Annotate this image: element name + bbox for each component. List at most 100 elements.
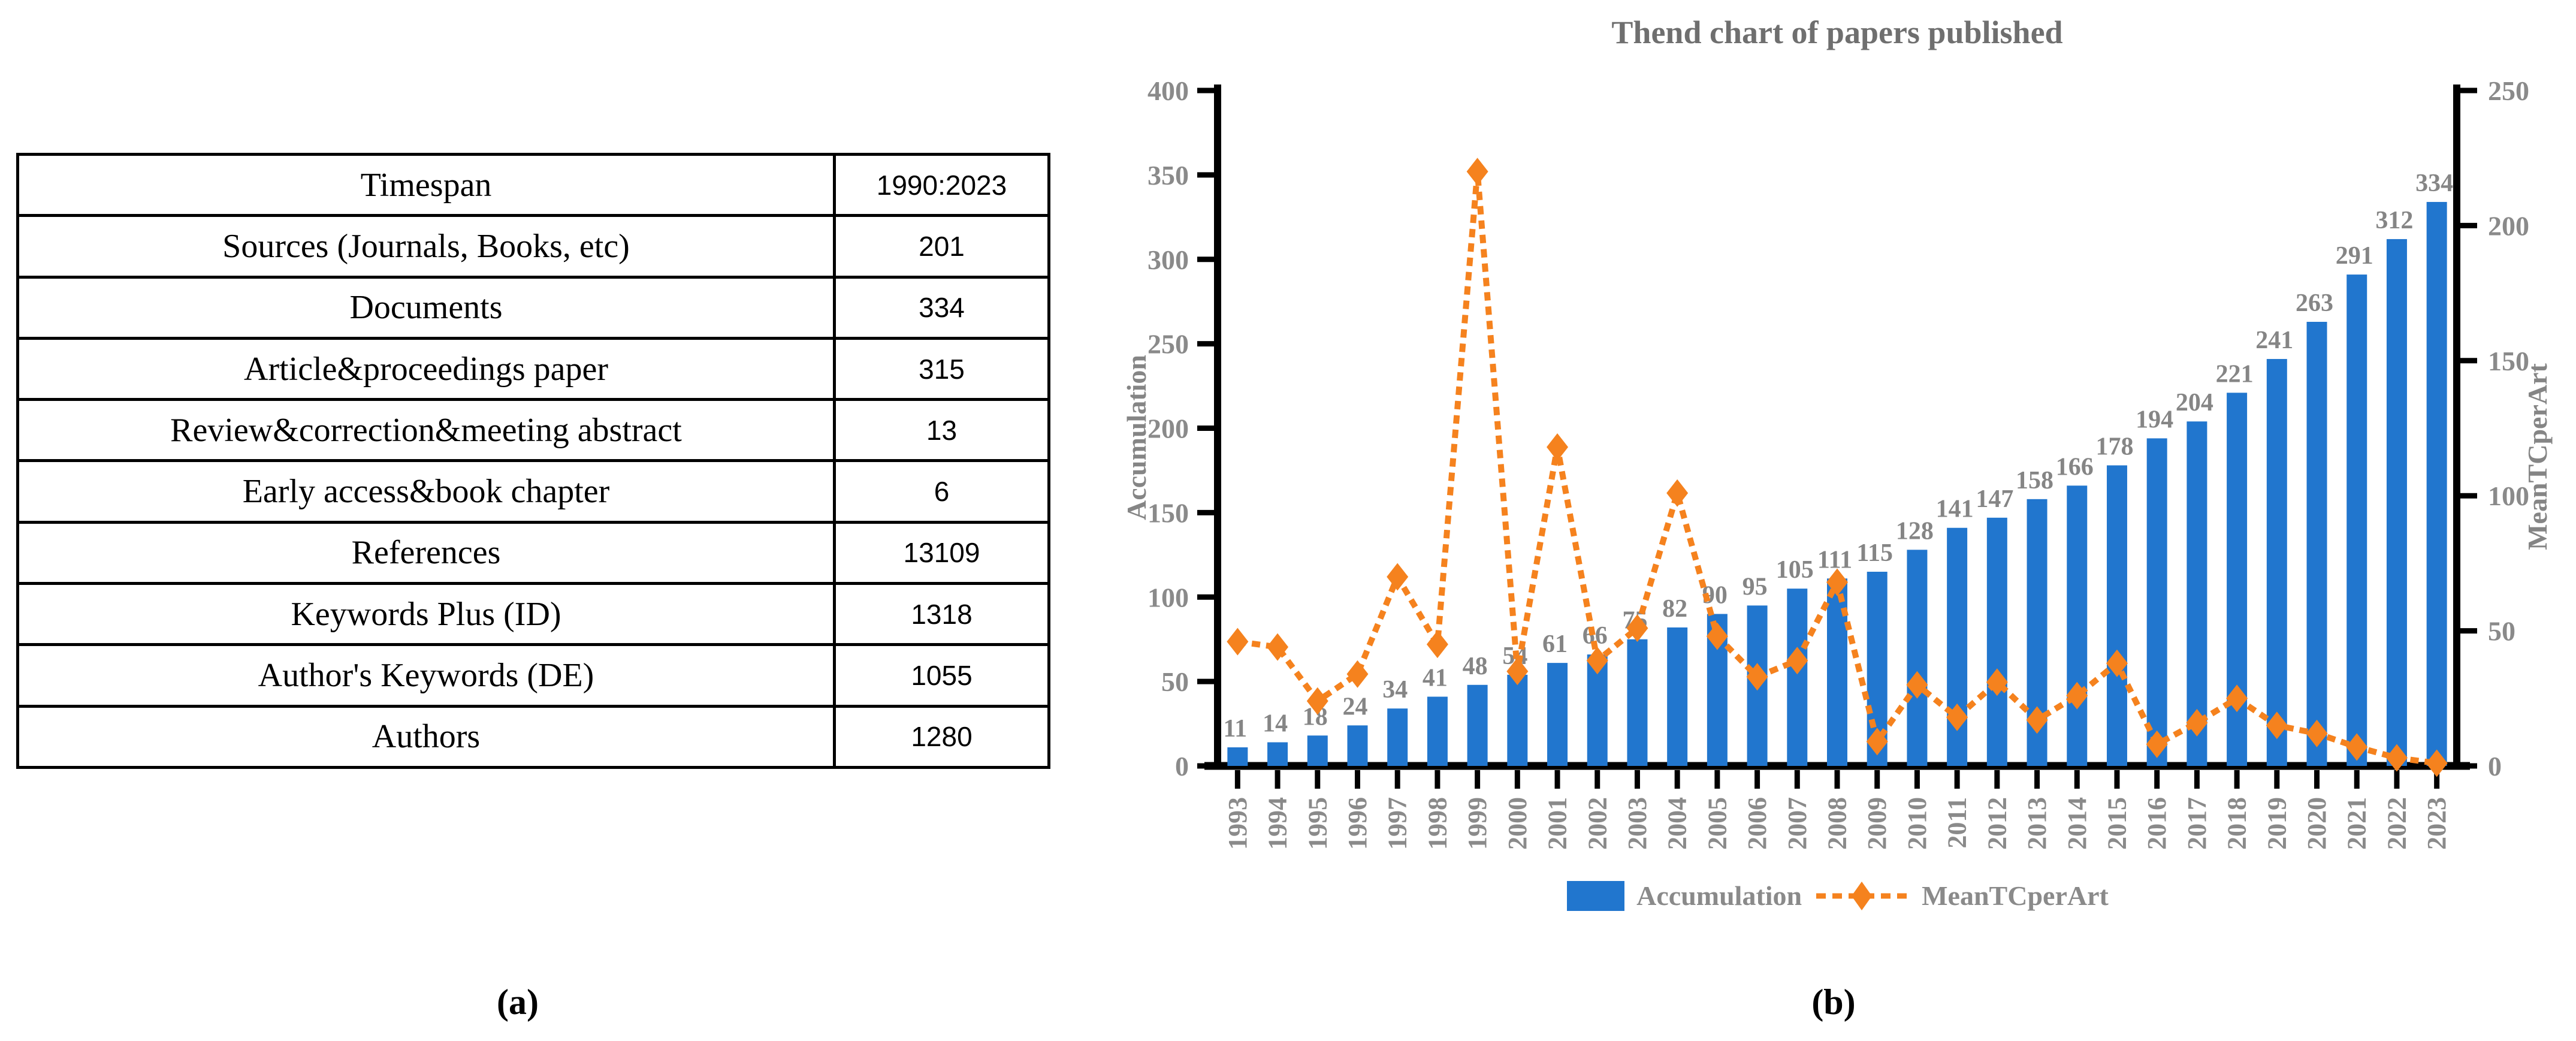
left-axis-title: Accumulation (1121, 355, 1152, 520)
year-label: 2019 (2262, 797, 2291, 850)
row-value: 1055 (833, 643, 1050, 708)
diamond-marker (1986, 668, 2008, 696)
bar (2386, 239, 2407, 766)
year-label: 2005 (1702, 797, 1732, 850)
bar (2106, 465, 2127, 766)
year-label: 1996 (1343, 797, 1372, 850)
row-value: 315 (833, 336, 1050, 402)
bar-value-label: 82 (1662, 595, 1687, 623)
table-row: Author's Keywords (DE) 1055 (16, 643, 1050, 708)
diamond-marker (1866, 728, 1888, 756)
diamond-marker (1426, 630, 1448, 659)
diamond-marker (1706, 622, 1728, 650)
row-label: Keywords Plus (ID) (16, 582, 836, 647)
year-label: 2003 (1623, 797, 1652, 850)
diamond-marker (2306, 719, 2328, 747)
bar-value-label: 111 (1817, 546, 1852, 574)
row-value: 1280 (833, 704, 1050, 770)
diamond-marker (1387, 563, 1409, 591)
diamond-marker (2266, 711, 2288, 740)
left-tick-label: 350 (1147, 160, 1189, 191)
year-label: 2010 (1902, 797, 1932, 850)
table-row: References 13109 (16, 520, 1050, 586)
meantcperart-marker-icon (1816, 881, 1908, 910)
left-tick-label: 200 (1147, 414, 1189, 444)
bar (1907, 550, 1928, 766)
bar-value-label: 128 (1896, 517, 1934, 545)
right-tick-label: 250 (2488, 76, 2529, 106)
bar (1347, 725, 1368, 766)
bar (1507, 674, 1528, 766)
bar-value-label: 61 (1542, 630, 1568, 658)
year-label: 2012 (1982, 797, 2012, 850)
bar (1787, 589, 1808, 766)
row-label: References (16, 520, 836, 586)
year-label: 2018 (2222, 797, 2252, 850)
year-label: 1997 (1383, 797, 1412, 850)
table-row: Review&correction&meeting abstract 13 (16, 398, 1050, 463)
year-label: 2006 (1743, 797, 1772, 850)
year-label: 2023 (2422, 797, 2451, 850)
year-label: 2016 (2142, 797, 2172, 850)
diamond-marker (1786, 647, 1808, 675)
year-label: 2008 (1823, 797, 1852, 850)
bar-value-label: 11 (1224, 715, 1248, 743)
right-tick-label: 200 (2488, 210, 2529, 241)
row-label: Documents (16, 275, 836, 340)
accumulation-swatch-icon (1567, 880, 1625, 911)
panel-a-label: (a) (497, 982, 539, 1022)
table-row: Timespan 1990:2023 (16, 152, 1050, 218)
year-label: 2009 (1862, 797, 1892, 850)
legend-label-accumulation: Accumulation (1636, 880, 1802, 911)
row-value: 13109 (833, 520, 1050, 586)
year-label: 2002 (1583, 797, 1612, 850)
right-tick-label: 100 (2488, 481, 2529, 511)
row-label: Sources (Journals, Books, etc) (16, 214, 836, 279)
year-label: 2011 (1943, 797, 1972, 849)
row-label: Timespan (16, 152, 836, 218)
bar-series (1227, 201, 2447, 767)
bar-value-label: 14 (1263, 710, 1288, 738)
table-row: Sources (Journals, Books, etc) 201 (16, 214, 1050, 279)
bar (1986, 517, 2007, 766)
table-row: Documents 334 (16, 275, 1050, 340)
bar-value-label: 221 (2216, 360, 2254, 388)
left-tick-label: 250 (1147, 329, 1189, 360)
bar (2306, 321, 2327, 766)
bar (2426, 201, 2447, 767)
diamond-marker (1666, 479, 1689, 507)
year-label: 2013 (2022, 797, 2052, 850)
bar-value-label: 34 (1382, 676, 1408, 704)
table-body: Timespan 1990:2023 Sources (Journals, Book… (16, 152, 1050, 770)
line-series (1227, 158, 2448, 777)
bar-value-label: 115 (1856, 539, 1893, 567)
year-label: 2007 (1783, 797, 1812, 850)
bar (2347, 274, 2367, 766)
diamond-marker (1506, 657, 1529, 686)
row-label: Review&correction&meeting abstract (16, 398, 836, 463)
year-label: 2014 (2062, 797, 2092, 850)
bar-value-label: 141 (1936, 496, 1974, 523)
diamond-marker (1946, 703, 1968, 731)
diamond-marker (1306, 687, 1328, 715)
right-tick-label: 150 (2488, 346, 2529, 376)
bar-value-label: 41 (1423, 664, 1448, 692)
right-tick-label: 0 (2488, 751, 2502, 781)
diamond-marker (1547, 433, 1569, 461)
left-tick-label: 400 (1147, 76, 1189, 106)
diamond-marker (2385, 744, 2408, 772)
bar-value-label: 263 (2296, 289, 2333, 317)
diamond-marker (1466, 158, 1488, 186)
bar-value-label: 312 (2375, 207, 2413, 234)
diamond-marker (2106, 649, 2128, 677)
row-value: 1990:2023 (833, 152, 1050, 218)
left-tick-label: 150 (1147, 497, 1189, 528)
diamond-marker (2066, 681, 2088, 710)
bar (1227, 747, 1248, 766)
bibliometric-summary-table: Timespan 1990:2023 Sources (Journals, Book… (16, 152, 1050, 770)
bar-value-label: 204 (2176, 389, 2213, 417)
bar (1427, 696, 1448, 766)
diamond-marker (2026, 706, 2048, 734)
